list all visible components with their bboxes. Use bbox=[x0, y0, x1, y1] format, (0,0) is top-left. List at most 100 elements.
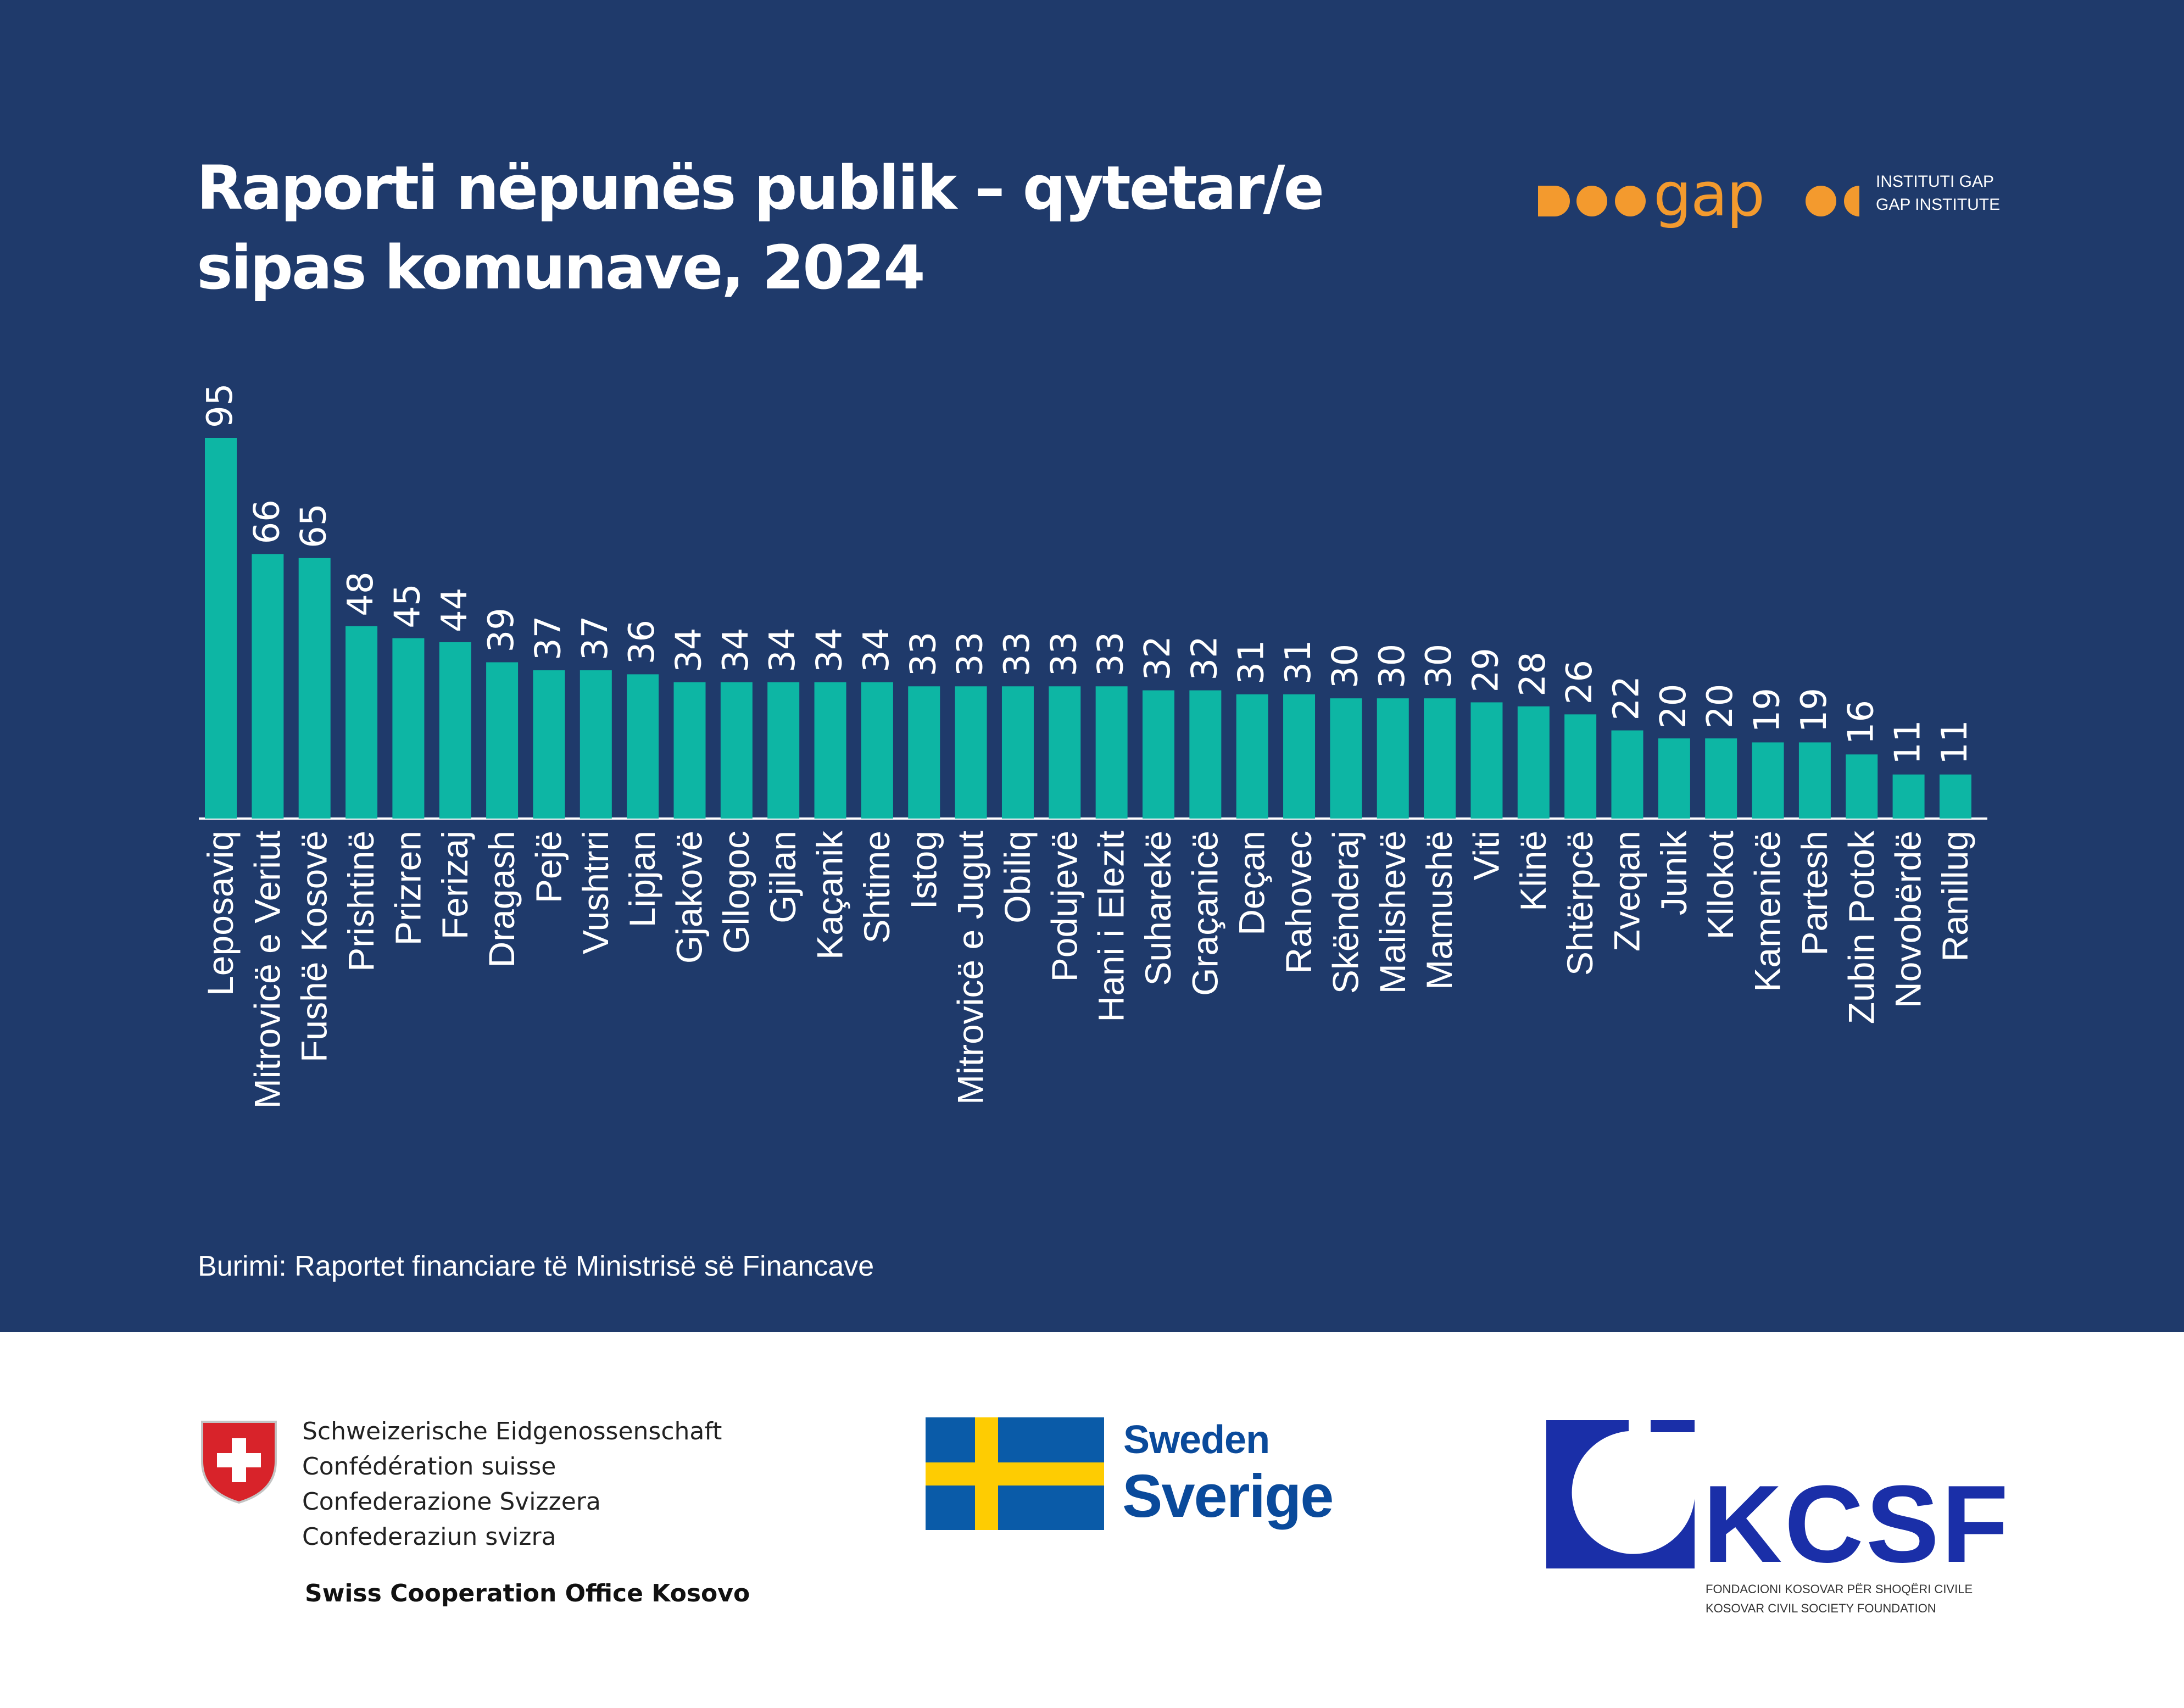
swiss-shield-icon bbox=[201, 1421, 277, 1504]
bar-value-label: 22 bbox=[1607, 676, 1647, 720]
bar-value-label: 31 bbox=[1232, 639, 1272, 684]
kcsf-name-en: KOSOVAR CIVIL SOCIETY FOUNDATION bbox=[1706, 1601, 1936, 1615]
bar bbox=[1846, 754, 1878, 819]
bar bbox=[1470, 702, 1503, 819]
category-label: Zveqan bbox=[1607, 831, 1647, 952]
bar bbox=[439, 642, 471, 819]
gap-logo-mark: gap bbox=[1538, 165, 1859, 230]
bar-value-label: 30 bbox=[1372, 644, 1413, 688]
bar bbox=[1236, 694, 1268, 819]
bar-value-label: 33 bbox=[903, 632, 944, 676]
bar bbox=[814, 682, 846, 819]
bar-value-label: 29 bbox=[1466, 648, 1506, 692]
category-label: Mitrovicë e Veriut bbox=[247, 831, 287, 1109]
kcsf-mark-icon bbox=[1546, 1420, 1695, 1568]
bar bbox=[720, 682, 753, 819]
bar-value-label: 33 bbox=[1044, 632, 1084, 676]
sweden-logo: Sweden Sverige bbox=[926, 1417, 1365, 1538]
sweden-flag-icon bbox=[926, 1417, 1104, 1530]
bar bbox=[1330, 698, 1362, 819]
bar bbox=[1611, 730, 1643, 819]
category-label: Suharekë bbox=[1138, 831, 1178, 986]
chart-title: Raporti nëpunës publik – qytetar/e sipas… bbox=[197, 148, 1460, 308]
swiss-office-name: Swiss Cooperation Office Kosovo bbox=[305, 1579, 750, 1607]
bar bbox=[486, 662, 519, 819]
bar bbox=[955, 686, 987, 819]
category-label: Gllogoc bbox=[716, 831, 756, 954]
category-label: Istog bbox=[903, 831, 944, 909]
category-label: Klinë bbox=[1513, 831, 1553, 911]
category-label: Dragash bbox=[481, 831, 522, 967]
kcsf-name-sq: FONDACIONI KOSOVAR PËR SHOQËRI CIVILE bbox=[1706, 1582, 1973, 1596]
category-label: Graçanicë bbox=[1184, 831, 1225, 996]
bar-chart: 95 Leposaviq 66 Mitrovicë e Veriut 65 Fushë K… bbox=[199, 383, 1987, 1109]
bar-value-label: 30 bbox=[1419, 644, 1459, 688]
bar bbox=[1189, 690, 1222, 819]
category-label: Shtime bbox=[856, 831, 897, 943]
bar-value-label: 33 bbox=[950, 632, 991, 676]
category-label: Shtërpcë bbox=[1559, 831, 1600, 976]
category-label: Kllokot bbox=[1700, 831, 1741, 939]
sweden-wordmark-en: Sweden bbox=[1123, 1418, 1270, 1462]
category-label: Gjakovë bbox=[669, 831, 710, 964]
category-label: Partesh bbox=[1794, 831, 1835, 955]
bar bbox=[908, 686, 940, 819]
category-label: Junik bbox=[1653, 830, 1694, 915]
bar-value-label: 30 bbox=[1325, 644, 1366, 688]
chart-title-line-1: Raporti nëpunës publik – qytetar/e bbox=[197, 153, 1324, 223]
category-label: Leposaviq bbox=[200, 831, 241, 996]
category-label: Malishevë bbox=[1372, 831, 1413, 994]
bar-value-label: 16 bbox=[1841, 700, 1881, 744]
category-label: Obiliq bbox=[997, 831, 1038, 923]
gap-logo-line-2: GAP INSTITUTE bbox=[1876, 196, 2001, 214]
bar-value-label: 33 bbox=[997, 632, 1038, 676]
swiss-name-fr: Confédération suisse bbox=[302, 1453, 556, 1481]
bar bbox=[580, 670, 612, 819]
category-label: Pejë bbox=[528, 831, 569, 903]
category-label: Kamenicë bbox=[1747, 831, 1788, 992]
swiss-cooperation-logo: Schweizerische Eidgenossenschaft Confédé… bbox=[198, 1417, 802, 1615]
bar bbox=[1095, 686, 1128, 819]
bar-value-label: 34 bbox=[856, 628, 897, 672]
bar-value-label: 11 bbox=[1888, 720, 1929, 764]
category-label: Ranillug bbox=[1935, 831, 1975, 961]
bar-value-label: 32 bbox=[1138, 636, 1178, 680]
bar-value-label: 19 bbox=[1794, 688, 1835, 732]
bar bbox=[1939, 774, 1971, 819]
category-label: Fushë Kosovë bbox=[294, 831, 335, 1062]
bar bbox=[533, 670, 565, 819]
bar bbox=[1798, 742, 1831, 819]
bar bbox=[1564, 714, 1597, 819]
bar bbox=[252, 554, 284, 819]
category-label: Zubin Potok bbox=[1841, 830, 1881, 1024]
chart-panel: Raporti nëpunës publik – qytetar/e sipas… bbox=[0, 0, 2184, 1332]
kcsf-logo: KCSF FONDACIONI KOSOVAR PËR SHOQËRI CIVI… bbox=[1546, 1420, 2008, 1618]
bar bbox=[1049, 686, 1081, 819]
bar bbox=[767, 682, 800, 819]
bar-value-label: 26 bbox=[1559, 660, 1600, 704]
category-label: Ferizaj bbox=[434, 831, 475, 939]
category-label: Viti bbox=[1466, 831, 1506, 881]
category-label: Vushtrri bbox=[575, 831, 616, 954]
bar bbox=[1705, 738, 1737, 819]
category-label: Mitrovicë e Jugut bbox=[950, 831, 991, 1105]
swiss-name-it: Confederazione Svizzera bbox=[302, 1488, 601, 1516]
bar-value-label: 34 bbox=[669, 628, 710, 672]
bar bbox=[205, 438, 237, 819]
bar-value-label: 48 bbox=[341, 571, 381, 616]
category-label: Skënderaj bbox=[1325, 831, 1366, 994]
chart-title-line-2: sipas komunave, 2024 bbox=[197, 232, 926, 303]
category-label: Deçan bbox=[1232, 831, 1272, 936]
bar-value-label: 44 bbox=[434, 588, 475, 632]
bar-value-label: 20 bbox=[1700, 684, 1741, 728]
bar-value-label: 34 bbox=[716, 628, 756, 672]
category-label: Mamushë bbox=[1419, 831, 1459, 990]
bar bbox=[1892, 774, 1925, 819]
bar-value-label: 33 bbox=[1091, 632, 1132, 676]
bar-value-label: 66 bbox=[247, 499, 287, 544]
bar bbox=[1283, 694, 1316, 819]
bar-value-label: 34 bbox=[762, 628, 803, 672]
bar-value-label: 34 bbox=[810, 628, 850, 672]
gap-logo-line-1: INSTITUTI GAP bbox=[1876, 173, 1994, 191]
source-note: Burimi: Raportet financiare të Ministris… bbox=[198, 1250, 874, 1282]
